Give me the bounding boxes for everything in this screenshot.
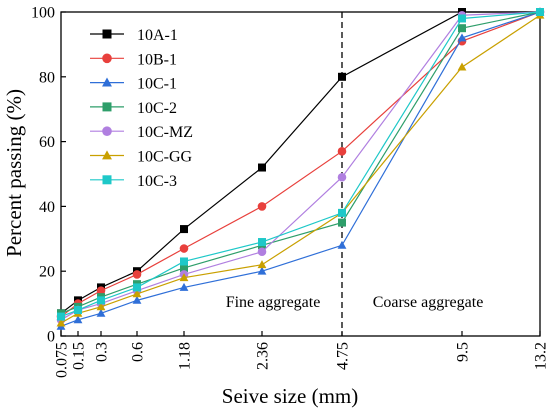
legend-marker [102,126,112,136]
legend-label: 10C-1 [137,76,177,93]
data-point [96,286,106,295]
x-tick-label: 13.2 [533,342,550,370]
x-tick-label: 0.075 [54,342,71,378]
x-tick-label: 0.15 [71,342,88,370]
data-point [96,308,106,317]
plot-frame [60,11,541,337]
legend-label: 10C-GG [137,149,193,166]
data-point [257,247,267,257]
x-tick-label: 0.3 [94,342,111,362]
annotation-coarse-aggregate: Coarse aggregate [373,294,484,311]
data-point [97,296,105,305]
data-point [257,202,267,211]
x-tick-label: 4.75 [335,342,352,370]
y-tick-label: 60 [39,134,55,151]
y-tick-label: 0 [47,329,55,346]
data-point [179,244,189,253]
legend-label: 10C-3 [137,173,177,190]
data-point [338,218,346,227]
y-tick-label: 100 [31,5,55,22]
data-point [56,318,66,327]
legend-marker [102,175,112,185]
legend-label: 10A-1 [137,27,178,44]
data-point [338,72,346,81]
data-point [338,208,346,217]
legend-marker [102,53,112,64]
data-point [258,163,266,172]
data-point [180,257,188,266]
data-point [337,240,347,249]
data-point [457,62,467,71]
data-point [257,260,267,269]
y-tick-label: 80 [39,69,55,86]
legend-label: 10C-2 [137,100,177,117]
data-point [180,225,188,234]
series-line-10c-2 [60,11,541,314]
series-line-10a-1 [60,11,540,314]
legend-marker [102,102,112,112]
data-point [179,282,189,291]
data-point [257,266,267,275]
data-point [179,273,189,282]
y-axis-title: Percent passing (%) [2,89,26,257]
legend-label: 10C-MZ [137,124,193,141]
y-tick-label: 40 [39,199,55,216]
x-tick-label: 1.18 [177,342,194,370]
x-tick-label: 0.6 [130,342,147,362]
series-line-10b-1 [60,11,541,318]
series-line-10c-1 [60,11,541,327]
x-tick-label: 2.36 [255,342,272,370]
data-point [132,295,142,304]
data-point [132,289,142,298]
data-point [180,263,188,272]
data-point [73,315,83,324]
data-point [337,172,347,182]
plot-area: 0 20 40 60 80 100 0.075 0.15 0.3 0.6 1.18 2.36 4.75 9… [31,5,550,379]
data-point [536,8,544,16]
data-point [96,302,106,311]
annotation-fine-aggregate: Fine aggregate [226,294,321,311]
y-tick-label: 20 [39,264,55,281]
data-point [74,306,82,315]
data-point [57,312,65,321]
data-point [132,270,142,279]
legend-marker [102,150,112,160]
legend-marker [102,29,112,39]
data-point [458,14,466,23]
x-axis-title: Seive size (mm) [222,384,358,408]
legend-label: 10B-1 [137,51,177,68]
series-line-10c-3 [60,11,541,318]
data-point [258,238,266,247]
data-point [457,33,467,42]
data-point [337,147,347,156]
data-point [133,283,141,292]
legend-marker [102,77,112,87]
data-point [458,24,466,33]
x-tick-label: 9.5 [455,342,472,362]
